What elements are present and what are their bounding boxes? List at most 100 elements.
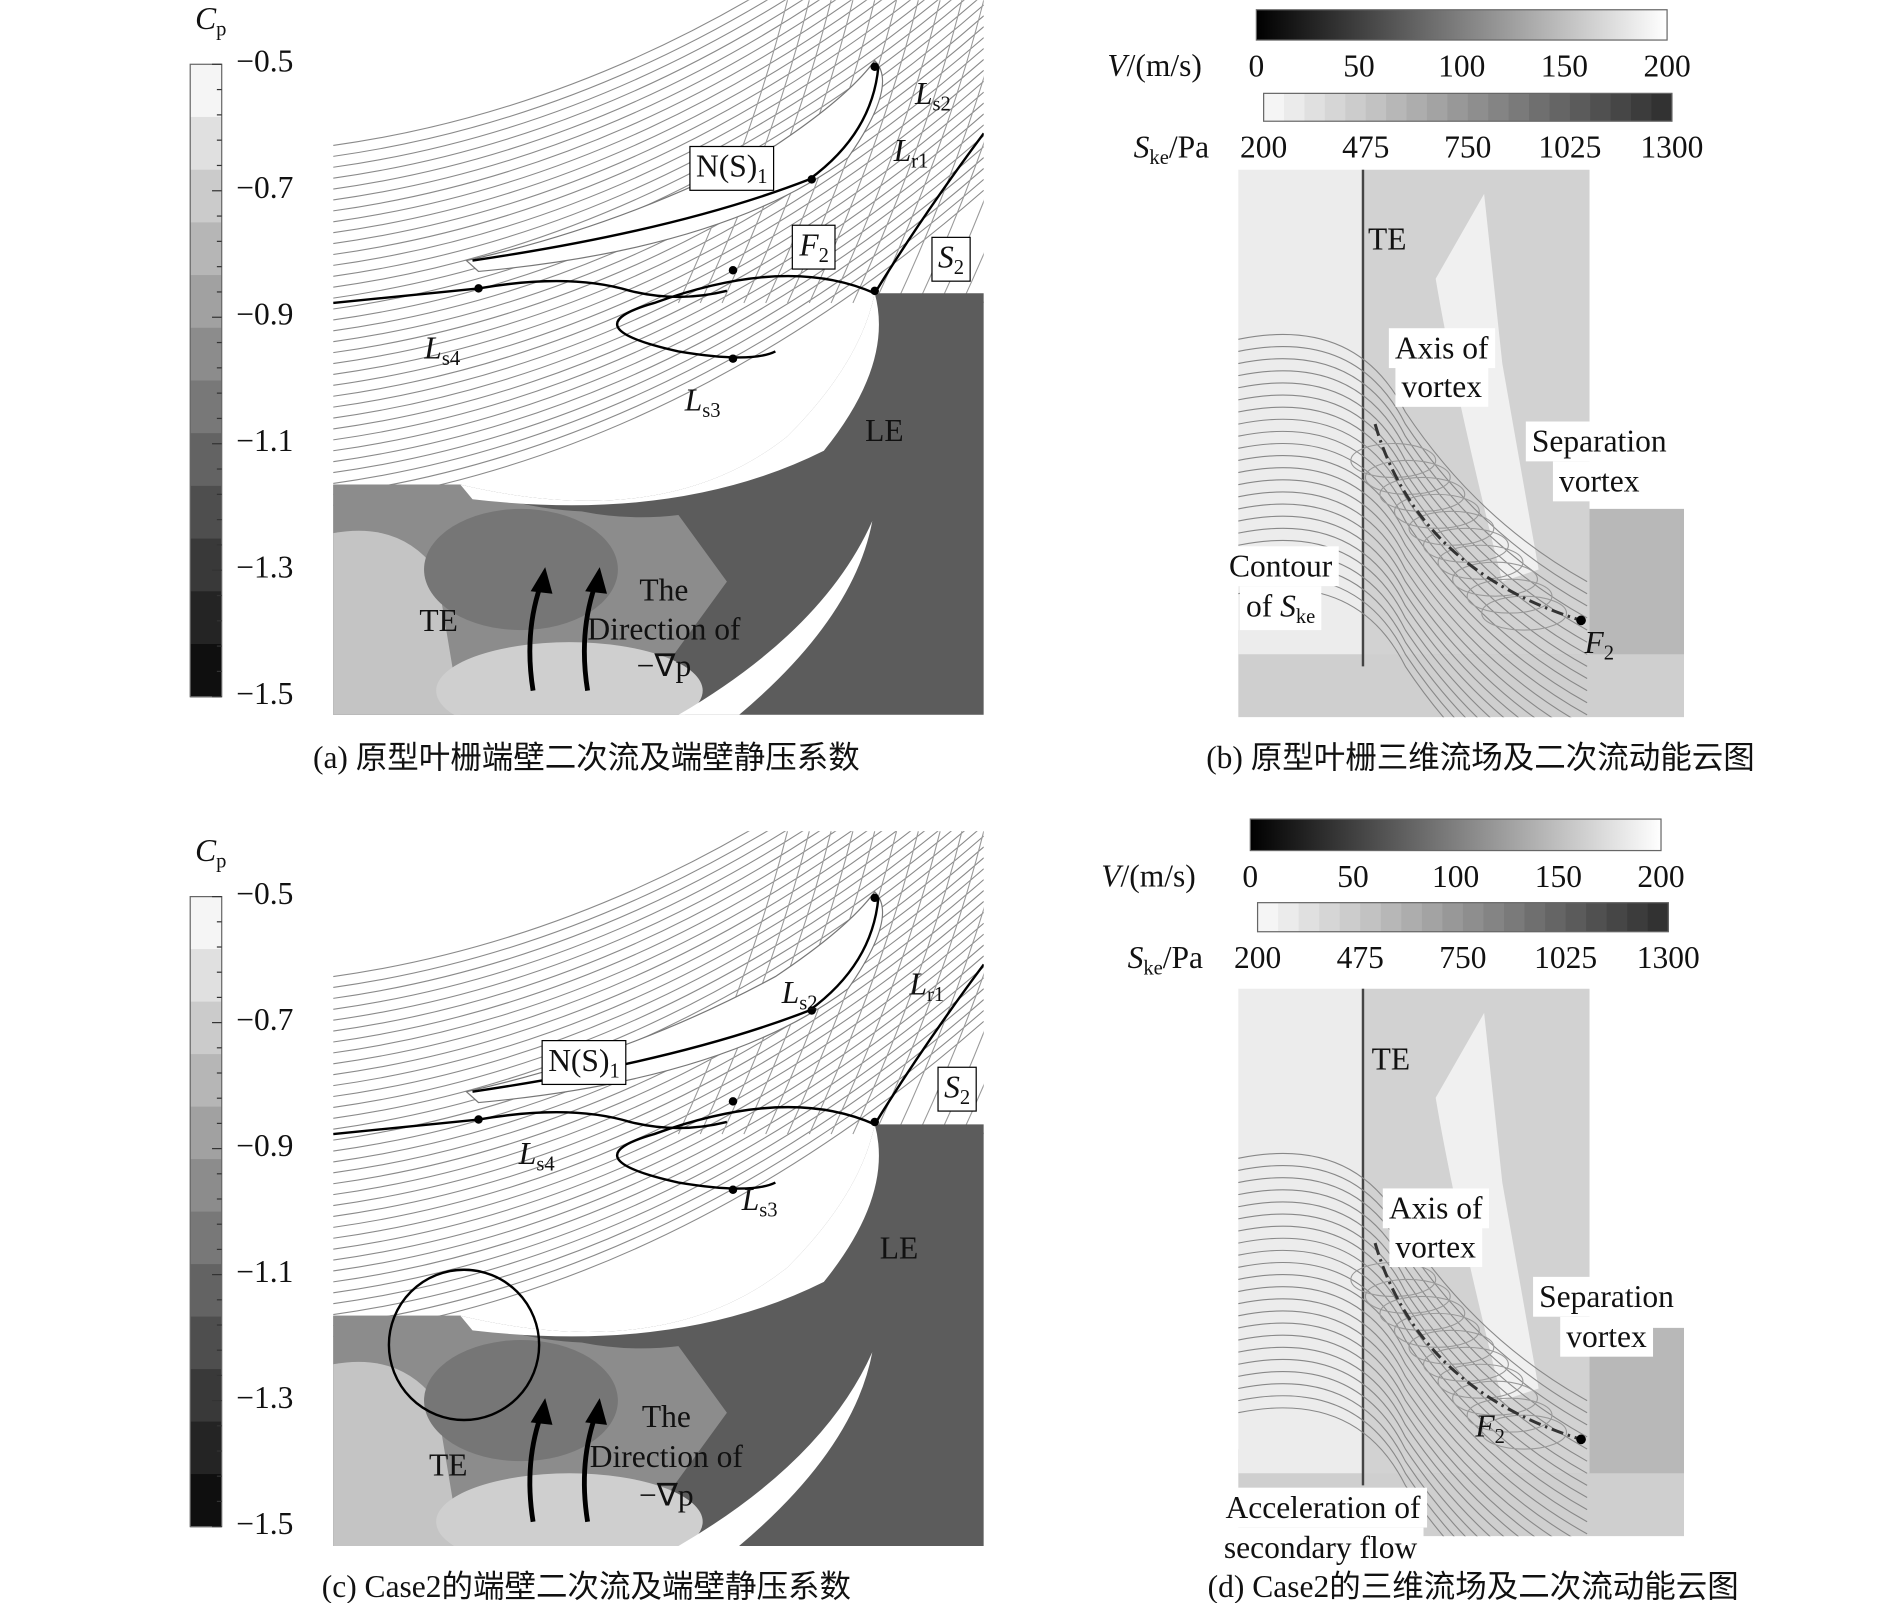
label: Separation	[1539, 1279, 1674, 1314]
vortex-loop	[1466, 578, 1553, 614]
colorbar-frame	[1249, 818, 1662, 852]
colorbar-band	[190, 1316, 222, 1370]
label-part: Axis of	[1395, 331, 1489, 366]
colorbar-band	[1250, 819, 1662, 851]
streamline	[333, 0, 820, 190]
label-part: −∇p	[637, 648, 692, 683]
streamline	[333, 0, 769, 157]
node	[474, 1115, 483, 1124]
colorbar-band	[1263, 93, 1285, 122]
colorbar-band	[1401, 902, 1423, 932]
colorbar-band	[190, 1211, 222, 1265]
colorbar-band	[1651, 93, 1673, 122]
label: The	[639, 573, 688, 608]
label-part: vortex	[1559, 464, 1640, 499]
colorbar-band	[190, 896, 222, 950]
colorbar-band	[190, 1001, 222, 1055]
streamline	[1238, 1213, 1588, 1462]
label-part: C	[195, 833, 217, 868]
colorbar-tick-label: −1.5	[236, 676, 293, 711]
streamline	[1238, 346, 1588, 595]
colorbar-band	[1488, 93, 1510, 122]
label-part: Direction of	[590, 1439, 744, 1474]
label-part: /(m/s)	[1127, 48, 1202, 83]
streamline	[333, 831, 939, 1108]
label-part: S	[1134, 130, 1150, 165]
node	[728, 1185, 738, 1195]
label-part: ke	[1149, 146, 1168, 168]
streamline	[1238, 1237, 1588, 1486]
vortex-loop	[1437, 1363, 1524, 1399]
label: Cp	[195, 1, 226, 40]
streamline	[333, 48, 984, 365]
colorbar-band	[190, 116, 222, 171]
colorbar-band	[1324, 93, 1346, 122]
label: Ls4	[423, 331, 460, 370]
vortex-loop	[1393, 1312, 1480, 1348]
label-part: r1	[911, 150, 928, 172]
colorbar-tick-label: 1300	[1640, 130, 1703, 165]
node	[807, 175, 816, 184]
label-part: /(m/s)	[1121, 859, 1196, 894]
label: V/(m/s)	[1107, 48, 1202, 83]
label: −∇p	[637, 648, 692, 683]
pressure-field	[436, 1473, 703, 1546]
label-part: C	[195, 1, 217, 36]
colorbar-band	[1545, 902, 1567, 932]
blade-surface	[1238, 169, 1363, 655]
colorbar-tick-label: 100	[1438, 48, 1485, 83]
streamline	[333, 831, 868, 1054]
streamline	[1006, 831, 1115, 1134]
vortex-loop	[1408, 1329, 1495, 1365]
separation-line	[333, 279, 728, 305]
label-part: TE	[1368, 222, 1406, 257]
streamline	[1238, 358, 1588, 607]
label-box	[1217, 1527, 1424, 1568]
colorbar-tick-label: −0.7	[236, 1002, 293, 1037]
node	[474, 284, 483, 293]
vortex-loop	[1350, 442, 1437, 478]
vortex-loop	[1466, 1397, 1553, 1433]
colorbar-band	[1256, 9, 1668, 41]
streamline	[917, 972, 984, 1135]
label-part: TE	[1372, 1042, 1410, 1077]
label: vortex	[1395, 1230, 1476, 1265]
colorbar-band	[190, 1106, 222, 1160]
vortex-loop	[1481, 595, 1568, 631]
streamline	[333, 868, 984, 1185]
label: Cp	[195, 833, 226, 872]
colorbar-tick-label: −1.3	[236, 549, 293, 584]
streamline	[333, 922, 984, 1239]
label-box	[1525, 421, 1673, 462]
colorbar-band	[190, 327, 222, 382]
streamline	[961, 252, 984, 304]
streamline	[1238, 1298, 1572, 1537]
label: Axis of	[1389, 1191, 1483, 1226]
colorbar-frame	[189, 895, 223, 1528]
label-part: /Pa	[1169, 130, 1209, 165]
colorbar-tick-label: 475	[1342, 130, 1389, 165]
colorbar-tick-label: 750	[1439, 940, 1486, 975]
streamline	[1238, 539, 1491, 718]
colorbar-tick-label: 150	[1541, 48, 1588, 83]
label-part: The	[642, 1399, 691, 1434]
streamline	[333, 831, 952, 1119]
vortex-loop	[1481, 1414, 1568, 1450]
streamline	[1238, 1322, 1535, 1537]
streamline	[1238, 503, 1535, 718]
floor	[1429, 1327, 1685, 1474]
label-box	[1382, 1188, 1490, 1229]
caption: (d) Case2的三维流场及二次流动能云图	[1208, 1569, 1739, 1603]
colorbar-band	[190, 433, 222, 487]
label-box	[791, 224, 836, 270]
node	[870, 1117, 879, 1127]
streamline	[333, 0, 750, 146]
streamline	[1238, 1383, 1466, 1537]
node	[1576, 1434, 1586, 1445]
separation-line	[472, 66, 880, 262]
colorbar-frame	[1256, 902, 1669, 933]
label: Ske/Pa	[1134, 130, 1209, 169]
colorbar-tick-label: 0	[1248, 48, 1264, 83]
streamline	[333, 0, 897, 245]
colorbar-tick-label: −0.9	[236, 296, 293, 331]
